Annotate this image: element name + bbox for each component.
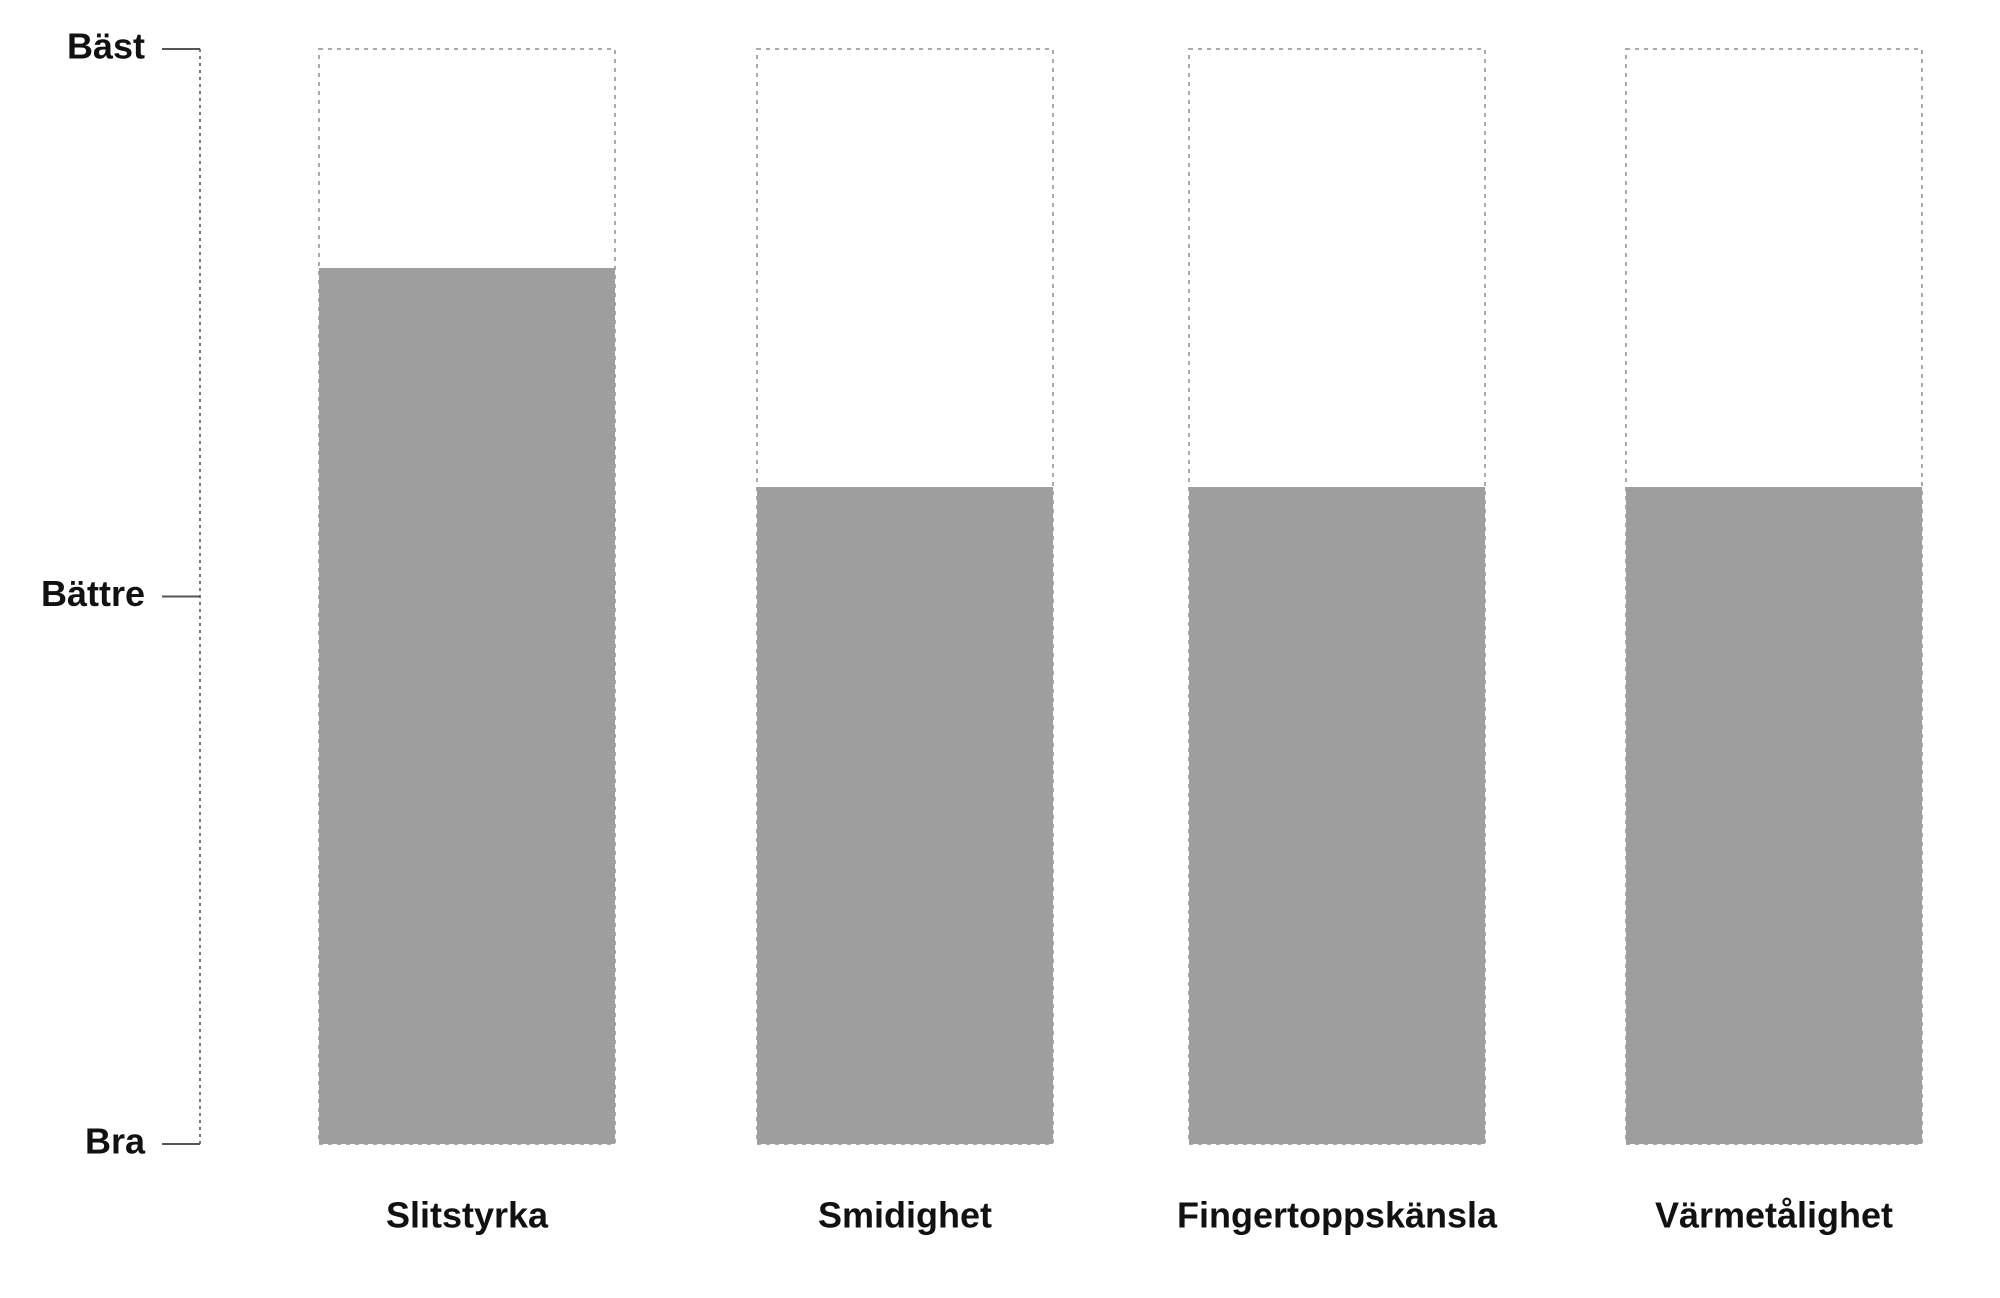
bar	[1189, 487, 1485, 1144]
y-tick-label: Bäst	[67, 26, 145, 67]
y-tick-label: Bra	[85, 1121, 146, 1162]
x-tick-label: Smidighet	[818, 1195, 992, 1236]
x-tick-label: Slitstyrka	[386, 1195, 549, 1236]
bar	[319, 268, 615, 1144]
bar	[1626, 487, 1922, 1144]
x-tick-label: Fingertoppskänsla	[1177, 1195, 1498, 1236]
x-tick-label: Värmetålighet	[1655, 1195, 1893, 1236]
y-tick-label: Bättre	[41, 573, 145, 614]
bar	[757, 487, 1053, 1144]
